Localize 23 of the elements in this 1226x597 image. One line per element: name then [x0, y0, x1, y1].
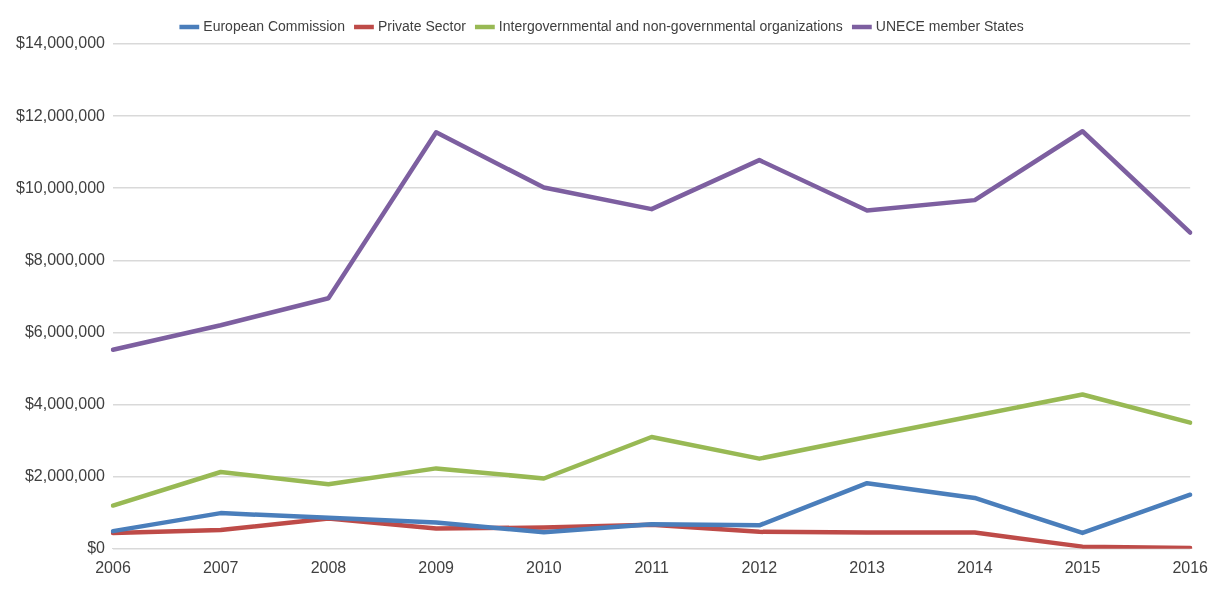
- legend-label: UNECE member States: [875, 17, 1024, 34]
- x-tick-label: 2010: [526, 558, 562, 576]
- y-tick-label: $6,000,000: [24, 322, 106, 340]
- y-tick-label: $10,000,000: [15, 178, 106, 196]
- legend-label: Private Sector: [377, 17, 467, 34]
- x-tick-label: 2011: [634, 558, 669, 576]
- legend-label: Intergovernmental and non-governmental organizations: [498, 17, 843, 34]
- x-tick-label: 2016: [1172, 558, 1209, 576]
- x-tick-label: 2013: [849, 558, 885, 576]
- y-tick-label: $12,000,000: [15, 106, 106, 124]
- x-tick-label: 2012: [741, 558, 778, 576]
- x-tick-label: 2009: [418, 558, 455, 576]
- y-tick-label: $4,000,000: [24, 394, 106, 412]
- x-tick-label: 2014: [956, 558, 993, 576]
- x-tick-label: 2008: [310, 558, 347, 576]
- x-tick-label: 2007: [202, 558, 239, 576]
- y-tick-label: $8,000,000: [24, 250, 106, 268]
- legend-label: European Commission: [203, 17, 345, 34]
- y-tick-label: $0: [87, 539, 106, 557]
- x-tick-label: 2015: [1064, 558, 1101, 576]
- y-tick-label: $2,000,000: [24, 467, 106, 485]
- y-tick-label: $14,000,000: [15, 34, 106, 52]
- x-tick-label: 2006: [95, 558, 131, 576]
